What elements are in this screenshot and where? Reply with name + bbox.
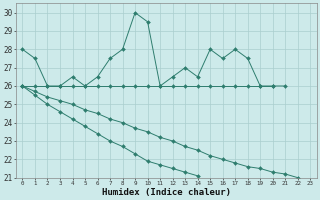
X-axis label: Humidex (Indice chaleur): Humidex (Indice chaleur) (102, 188, 231, 197)
